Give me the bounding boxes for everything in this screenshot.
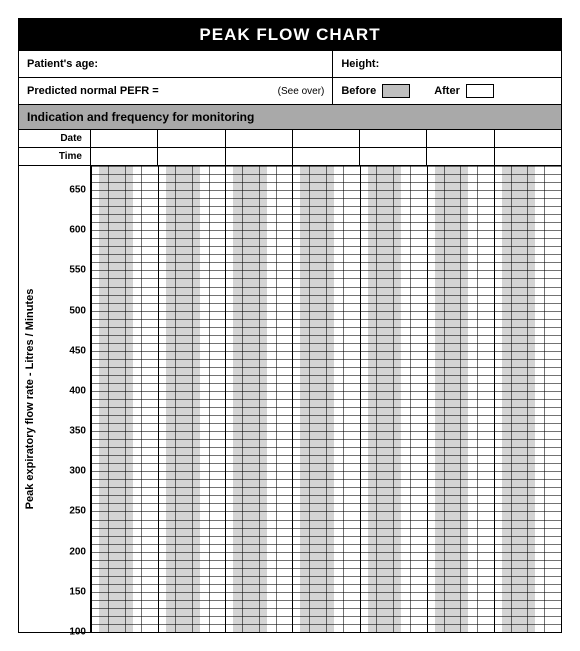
time-cells <box>91 148 561 165</box>
y-tick: 200 <box>69 546 86 557</box>
v-gridline-major <box>360 166 361 632</box>
pefr-cell[interactable]: Predicted normal PEFR = (See over) <box>19 78 333 104</box>
v-gridline-major <box>292 166 293 632</box>
v-gridline-minor <box>276 166 277 632</box>
y-axis-label: Peak expiratory flow rate - Litres / Min… <box>24 289 36 510</box>
v-gridline-minor <box>393 166 394 632</box>
v-gridline-major <box>494 166 495 632</box>
v-gridline-minor <box>477 166 478 632</box>
info-row-2: Predicted normal PEFR = (See over) Befor… <box>19 78 561 105</box>
title-bar: PEAK FLOW CHART <box>19 19 561 51</box>
v-gridline-minor <box>175 166 176 632</box>
v-gridline-major <box>158 166 159 632</box>
y-tick: 350 <box>69 426 86 437</box>
v-gridline-minor <box>343 166 344 632</box>
v-gridline-major <box>427 166 428 632</box>
see-over: (See over) <box>278 86 325 97</box>
v-gridline-minor <box>141 166 142 632</box>
time-cell[interactable] <box>293 148 360 165</box>
time-cell[interactable] <box>495 148 561 165</box>
y-tick: 400 <box>69 385 86 396</box>
date-cell[interactable] <box>360 130 427 147</box>
time-row: Time <box>19 148 561 166</box>
v-gridline-minor <box>309 166 310 632</box>
date-cell[interactable] <box>427 130 494 147</box>
y-tick: 300 <box>69 466 86 477</box>
date-cell[interactable] <box>226 130 293 147</box>
v-gridline-major <box>561 166 562 632</box>
pefr-label: Predicted normal PEFR = <box>27 85 159 97</box>
date-cell[interactable] <box>495 130 561 147</box>
v-gridline-minor <box>326 166 327 632</box>
ticks-column: 650600550500450400350300250200150100 <box>41 166 91 632</box>
v-gridline-minor <box>376 166 377 632</box>
y-tick: 650 <box>69 185 86 196</box>
height-label: Height: <box>341 58 379 70</box>
h-gridline <box>91 632 561 633</box>
before-label: Before <box>341 85 376 97</box>
time-cell[interactable] <box>427 148 494 165</box>
v-gridline-minor <box>544 166 545 632</box>
date-label: Date <box>19 130 91 147</box>
v-gridline-minor <box>410 166 411 632</box>
v-gridline-minor <box>259 166 260 632</box>
v-gridline-minor <box>527 166 528 632</box>
date-cells <box>91 130 561 147</box>
info-row-1: Patient's age: Height: <box>19 51 561 78</box>
time-cell[interactable] <box>91 148 158 165</box>
y-tick: 450 <box>69 345 86 356</box>
y-tick: 500 <box>69 305 86 316</box>
y-tick: 100 <box>69 627 86 638</box>
v-gridline-minor <box>242 166 243 632</box>
y-tick: 600 <box>69 225 86 236</box>
v-gridline-minor <box>460 166 461 632</box>
date-cell[interactable] <box>293 130 360 147</box>
after-label: After <box>434 85 460 97</box>
date-cell[interactable] <box>91 130 158 147</box>
y-tick: 250 <box>69 506 86 517</box>
v-gridline-minor <box>108 166 109 632</box>
age-cell[interactable]: Patient's age: <box>19 51 333 77</box>
time-cell[interactable] <box>226 148 293 165</box>
time-cell[interactable] <box>360 148 427 165</box>
height-cell[interactable]: Height: <box>333 51 561 77</box>
time-label: Time <box>19 148 91 165</box>
v-gridline-minor <box>444 166 445 632</box>
y-tick: 550 <box>69 265 86 276</box>
v-gridline-minor <box>192 166 193 632</box>
before-box[interactable] <box>382 84 410 98</box>
date-cell[interactable] <box>158 130 225 147</box>
v-gridline-minor <box>125 166 126 632</box>
v-gridline-major <box>225 166 226 632</box>
age-label: Patient's age: <box>27 58 98 70</box>
date-row: Date <box>19 130 561 148</box>
v-gridline-minor <box>511 166 512 632</box>
time-cell[interactable] <box>158 148 225 165</box>
chart-form: PEAK FLOW CHART Patient's age: Height: P… <box>18 18 562 633</box>
v-gridline-major <box>91 166 92 632</box>
chart-area: Peak expiratory flow rate - Litres / Min… <box>19 166 561 632</box>
v-gridline-minor <box>209 166 210 632</box>
after-box[interactable] <box>466 84 494 98</box>
section-bar: Indication and frequency for monitoring <box>19 105 561 130</box>
before-after-cell: Before After <box>333 78 561 104</box>
grid-area[interactable] <box>91 166 561 632</box>
y-tick: 150 <box>69 586 86 597</box>
ylabel-column: Peak expiratory flow rate - Litres / Min… <box>19 166 41 632</box>
